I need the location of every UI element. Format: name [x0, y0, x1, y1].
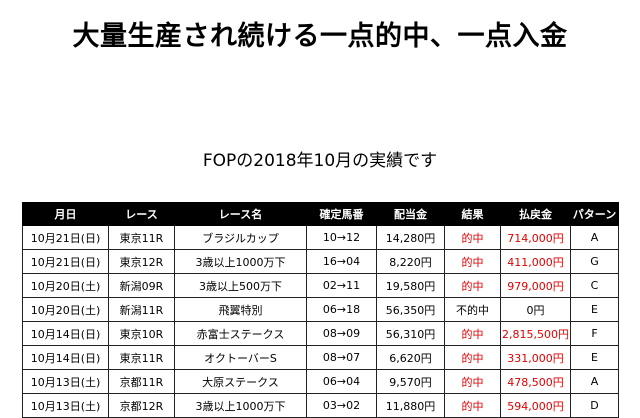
cell-result: 的中 [444, 369, 501, 394]
cell-result: 的中 [444, 345, 501, 370]
cell-payout: 714,000円 [500, 225, 571, 250]
table-row: 10月21日(日) 東京12R 3歳以上1000万下 16→04 8,220円 的中 411… [22, 249, 619, 274]
cell-date: 10月14日(日) [22, 321, 109, 346]
cell-dividend: 9,570円 [376, 369, 445, 394]
header-payout: 払戻金 [500, 202, 571, 226]
cell-date: 10月13日(土) [22, 369, 109, 394]
cell-payout: 594,000円 [500, 393, 571, 418]
table-row: 10月14日(日) 東京10R 赤富士ステークス 08→09 56,310円 的中 2,81… [22, 321, 619, 346]
cell-numbers: 06→18 [306, 297, 377, 322]
cell-pattern: D [570, 393, 619, 418]
header-dividend: 配当金 [376, 202, 445, 226]
header-date: 月日 [22, 202, 109, 226]
table-row: 10月20日(土) 新潟09R 3歳以上500万下 02→11 19,580円 的中 979… [22, 273, 619, 298]
header-numbers: 確定馬番 [306, 202, 377, 226]
cell-dividend: 11,880円 [376, 393, 445, 418]
table-row: 10月13日(土) 京都12R 3歳以上1000万下 03→02 11,880円 的中 59… [22, 393, 619, 418]
cell-race-name: オクトーバーS [174, 345, 307, 370]
cell-date: 10月13日(土) [22, 393, 109, 418]
table-row: 10月14日(日) 東京11R オクトーバーS 08→07 6,620円 的中 331,00… [22, 345, 619, 370]
results-subtitle: FOPの2018年10月の実績です [202, 151, 438, 171]
cell-race: 新潟11R [108, 297, 175, 322]
header-race: レース [108, 202, 175, 226]
cell-numbers: 03→02 [306, 393, 377, 418]
cell-pattern: A [570, 369, 619, 394]
cell-race-name: 飛翼特別 [174, 297, 307, 322]
cell-race: 新潟09R [108, 273, 175, 298]
cell-race: 東京11R [108, 225, 175, 250]
cell-race-name: 3歳以上500万下 [174, 273, 307, 298]
cell-payout: 411,000円 [500, 249, 571, 274]
cell-race: 東京10R [108, 321, 175, 346]
cell-race-name: 3歳以上1000万下 [174, 393, 307, 418]
page-headline: 大量生産され続ける一点的中、一点入金 [72, 21, 568, 52]
table-header-row: 月日 レース レース名 確定馬番 配当金 結果 払戻金 パターン [22, 202, 619, 226]
cell-pattern: E [570, 297, 619, 322]
results-table: 月日 レース レース名 確定馬番 配当金 結果 払戻金 パターン 10月21日(… [22, 202, 619, 418]
cell-result: 的中 [444, 273, 501, 298]
cell-result: 的中 [444, 249, 501, 274]
cell-pattern: F [570, 321, 619, 346]
table-row: 10月21日(日) 東京11R ブラジルカップ 10→12 14,280円 的中 714,0… [22, 225, 619, 250]
header-result: 結果 [444, 202, 501, 226]
cell-dividend: 14,280円 [376, 225, 445, 250]
cell-race-name: 大原ステークス [174, 369, 307, 394]
cell-numbers: 08→09 [306, 321, 377, 346]
cell-date: 10月21日(日) [22, 225, 109, 250]
cell-payout: 979,000円 [500, 273, 571, 298]
header-race-name: レース名 [174, 202, 307, 226]
cell-race: 京都11R [108, 369, 175, 394]
cell-result: 的中 [444, 225, 501, 250]
cell-date: 10月20日(土) [22, 297, 109, 322]
cell-date: 10月21日(日) [22, 249, 109, 274]
cell-dividend: 8,220円 [376, 249, 445, 274]
cell-payout: 0円 [500, 297, 571, 322]
cell-dividend: 56,350円 [376, 297, 445, 322]
cell-pattern: C [570, 273, 619, 298]
cell-payout: 478,500円 [500, 369, 571, 394]
cell-payout: 2,815,500円 [500, 321, 571, 346]
cell-pattern: E [570, 345, 619, 370]
cell-race: 京都12R [108, 393, 175, 418]
cell-date: 10月20日(土) [22, 273, 109, 298]
cell-race-name: 3歳以上1000万下 [174, 249, 307, 274]
cell-numbers: 10→12 [306, 225, 377, 250]
cell-payout: 331,000円 [500, 345, 571, 370]
cell-dividend: 6,620円 [376, 345, 445, 370]
cell-result: 不的中 [444, 297, 501, 322]
table-row: 10月20日(土) 新潟11R 飛翼特別 06→18 56,350円 不的中 0円 E [22, 297, 619, 322]
cell-pattern: A [570, 225, 619, 250]
cell-race: 東京11R [108, 345, 175, 370]
cell-race: 東京12R [108, 249, 175, 274]
cell-race-name: 赤富士ステークス [174, 321, 307, 346]
cell-numbers: 06→04 [306, 369, 377, 394]
cell-dividend: 56,310円 [376, 321, 445, 346]
cell-result: 的中 [444, 321, 501, 346]
cell-race-name: ブラジルカップ [174, 225, 307, 250]
table-row: 10月13日(土) 京都11R 大原ステークス 06→04 9,570円 的中 478,50… [22, 369, 619, 394]
cell-numbers: 02→11 [306, 273, 377, 298]
header-pattern: パターン [570, 202, 619, 226]
cell-pattern: G [570, 249, 619, 274]
results-body: 10月21日(日) 東京11R ブラジルカップ 10→12 14,280円 的中 714,0… [22, 225, 619, 418]
cell-result: 的中 [444, 393, 501, 418]
cell-dividend: 19,580円 [376, 273, 445, 298]
cell-numbers: 16→04 [306, 249, 377, 274]
cell-date: 10月14日(日) [22, 345, 109, 370]
cell-numbers: 08→07 [306, 345, 377, 370]
